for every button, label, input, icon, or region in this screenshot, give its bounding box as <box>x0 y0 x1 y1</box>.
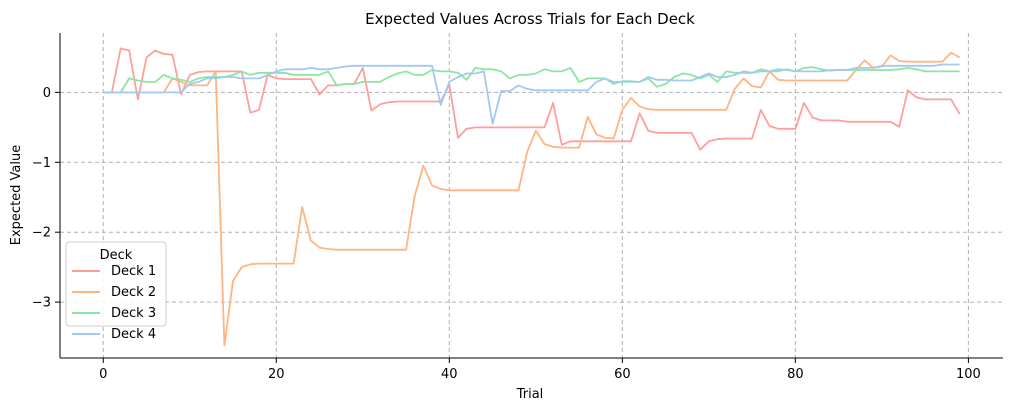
grid <box>60 33 1003 358</box>
x-tick-label: 80 <box>787 367 804 382</box>
x-tick-label: 0 <box>99 367 107 382</box>
series-line-deck-1 <box>103 47 961 151</box>
legend-frame <box>65 241 167 327</box>
series-lines <box>103 47 961 347</box>
y-tick-label: −3 <box>32 296 51 311</box>
legend-label: Deck 2 <box>111 285 156 300</box>
legend-label: Deck 1 <box>111 264 156 279</box>
y-tick-label: 0 <box>43 86 51 101</box>
axes <box>59 33 1003 359</box>
x-tick-label: 60 <box>614 367 631 382</box>
chart-title: Expected Values Across Trials for Each D… <box>365 10 695 28</box>
series-line-deck-2 <box>103 51 961 347</box>
y-axis-label: Expected Value <box>9 145 24 245</box>
x-tick-label: 100 <box>956 367 981 382</box>
y-tick-label: −1 <box>32 156 51 171</box>
ticks: 0 20 40 60 80 100 −3 −2 −1 0 <box>32 86 981 382</box>
x-tick-label: 40 <box>441 367 458 382</box>
x-tick-label: 20 <box>268 367 285 382</box>
legend-items: Deck 1 Deck 2 Deck 3 Deck 4 <box>72 264 156 342</box>
legend-label: Deck 3 <box>111 306 156 321</box>
series-line-deck-3 <box>103 66 960 94</box>
x-axis-label: Trial <box>516 387 544 402</box>
legend: Deck Deck 1 Deck 2 Deck 3 Deck 4 <box>65 241 167 342</box>
series-line-deck-4 <box>103 63 960 125</box>
legend-title: Deck <box>100 248 133 263</box>
y-tick-label: −2 <box>32 226 51 241</box>
legend-label: Deck 4 <box>111 327 156 342</box>
